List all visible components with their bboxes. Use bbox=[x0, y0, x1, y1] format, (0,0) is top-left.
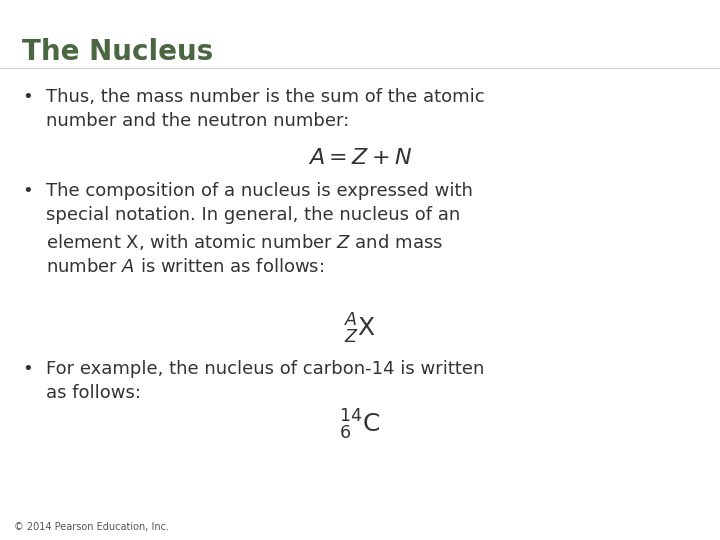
Text: Thus, the mass number is the sum of the atomic
number and the neutron number:: Thus, the mass number is the sum of the … bbox=[46, 88, 485, 130]
Text: The Nucleus: The Nucleus bbox=[22, 38, 213, 66]
Text: © 2014 Pearson Education, Inc.: © 2014 Pearson Education, Inc. bbox=[14, 522, 169, 532]
Text: •: • bbox=[22, 88, 32, 106]
Text: •: • bbox=[22, 182, 32, 200]
Text: ${}^{A}_{Z}\mathrm{X}$: ${}^{A}_{Z}\mathrm{X}$ bbox=[344, 312, 376, 346]
Text: ${}^{14}_{6}\mathrm{C}$: ${}^{14}_{6}\mathrm{C}$ bbox=[339, 408, 381, 442]
Text: $\mathit{A} = \mathit{Z} + \mathit{N}$: $\mathit{A} = \mathit{Z} + \mathit{N}$ bbox=[308, 148, 412, 168]
Text: The composition of a nucleus is expressed with
special notation. In general, the: The composition of a nucleus is expresse… bbox=[46, 182, 473, 276]
Text: For example, the nucleus of carbon-14 is written
as follows:: For example, the nucleus of carbon-14 is… bbox=[46, 360, 485, 402]
Text: •: • bbox=[22, 360, 32, 378]
